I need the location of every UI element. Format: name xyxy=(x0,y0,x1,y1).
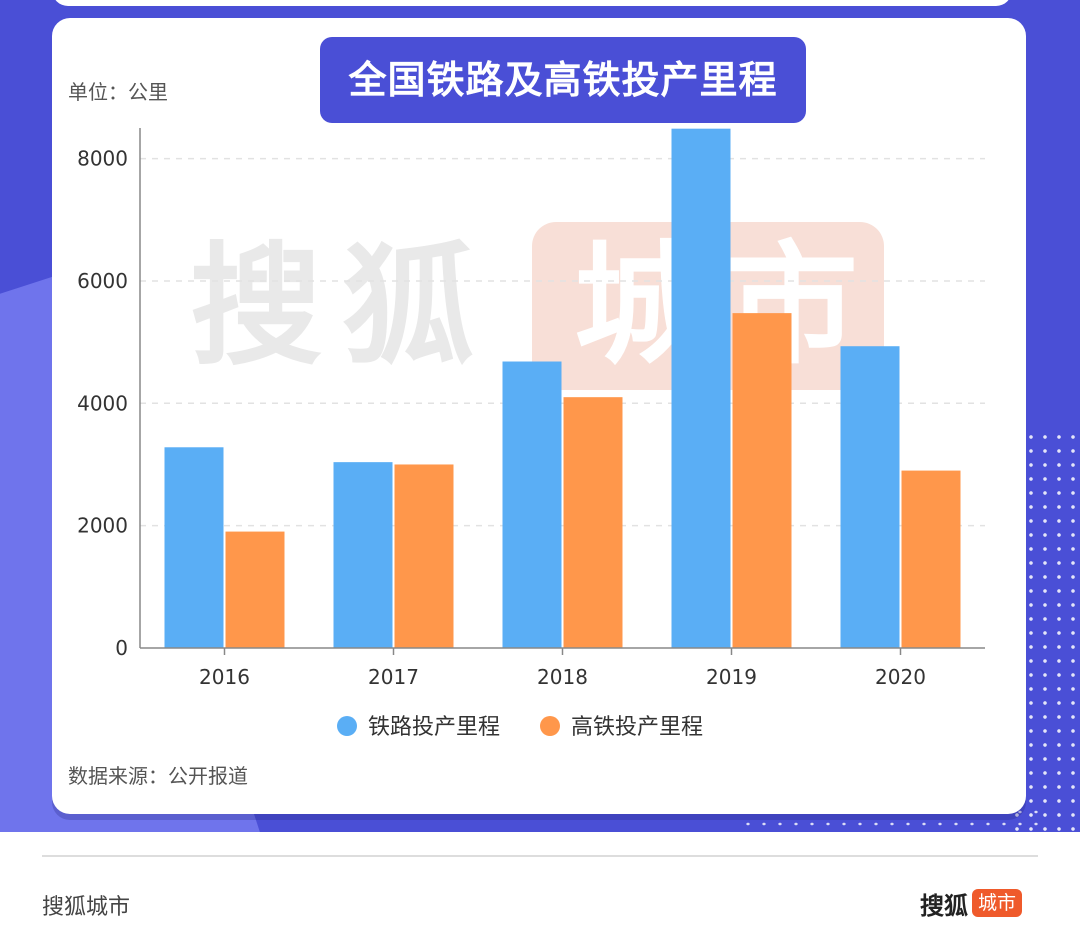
bar-railway-2017 xyxy=(333,462,393,648)
x-tick-label: 2020 xyxy=(875,665,926,689)
bar-railway-2019 xyxy=(671,128,731,648)
chart-title: 全国铁路及高铁投产里程 xyxy=(320,37,806,123)
legend: 铁路投产里程 高铁投产里程 xyxy=(337,715,703,740)
y-tick-label: 4000 xyxy=(77,391,128,415)
bar-railway-2016 xyxy=(164,447,224,648)
y-tick-label: 0 xyxy=(115,636,128,660)
x-tick-label: 2016 xyxy=(199,665,250,689)
legend-swatch xyxy=(337,716,357,736)
card-top-edge xyxy=(52,0,1012,6)
y-tick-label: 6000 xyxy=(77,269,128,293)
legend-swatch xyxy=(540,716,560,736)
y-tick-label: 8000 xyxy=(77,147,128,171)
legend-label: 铁路投产里程 xyxy=(368,715,500,740)
bar-high-speed-2019 xyxy=(732,313,792,648)
bar-high-speed-2018 xyxy=(563,397,623,648)
bar-high-speed-2020 xyxy=(901,470,961,648)
footer-brand-text: 搜狐城市 xyxy=(42,895,131,920)
y-tick-label: 2000 xyxy=(77,514,128,538)
bar-high-speed-2017 xyxy=(394,464,454,648)
bar-railway-2020 xyxy=(840,346,900,648)
x-tick-label: 2017 xyxy=(368,665,419,689)
grid-lines xyxy=(140,157,985,527)
bar-railway-2018 xyxy=(502,361,562,648)
bar-high-speed-2016 xyxy=(225,531,285,648)
footer-logo: 搜狐 城市 xyxy=(920,887,1023,920)
x-tick-label: 2018 xyxy=(537,665,588,689)
axes: 0 2000 4000 6000 8000 2016 2017 2018 2019 2020 xyxy=(77,128,985,689)
footer-logo-badge: 城市 xyxy=(972,889,1023,917)
legend-label: 高铁投产里程 xyxy=(571,715,703,740)
unit-label: 单位：公里 xyxy=(68,80,168,104)
footer-divider xyxy=(42,855,1038,857)
bars xyxy=(164,128,961,648)
watermark-text-left: 搜狐 xyxy=(190,230,494,384)
footer-logo-main: 搜狐 xyxy=(920,891,968,920)
source-label: 数据来源：公开报道 xyxy=(68,764,248,788)
x-tick-label: 2019 xyxy=(706,665,757,689)
